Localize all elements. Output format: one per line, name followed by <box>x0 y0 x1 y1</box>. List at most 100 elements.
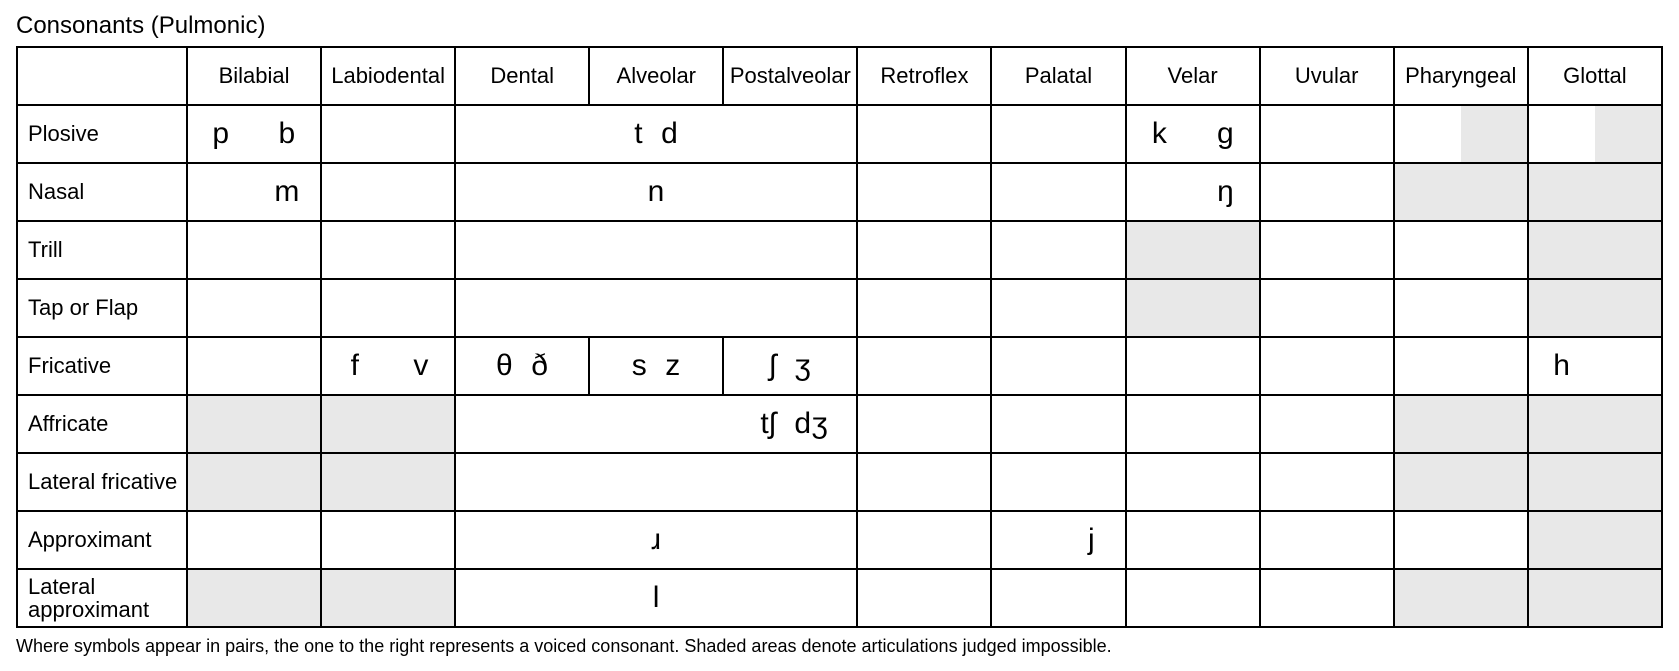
cell-tap-pharyngeal <box>1394 279 1528 337</box>
rowlabel-trill: Trill <box>17 221 187 279</box>
row-fricative: Fricative f v θ ð s z <box>17 337 1662 395</box>
cell-nasal-retroflex <box>857 163 991 221</box>
cell-trill-retroflex <box>857 221 991 279</box>
rowlabel-tap: Tap or Flap <box>17 279 187 337</box>
cell-latapprox-dap: l <box>455 569 857 627</box>
col-retroflex: Retroflex <box>857 47 991 105</box>
row-latapprox: Lateral approximant l <box>17 569 1662 627</box>
cell-approx-palatal: j <box>991 511 1125 569</box>
cell-tap-uvular <box>1260 279 1394 337</box>
col-palatal: Palatal <box>991 47 1125 105</box>
cell-trill-uvular <box>1260 221 1394 279</box>
cell-nasal-dap: n <box>455 163 857 221</box>
corner-blank <box>17 47 187 105</box>
cell-trill-palatal <box>991 221 1125 279</box>
col-velar: Velar <box>1126 47 1260 105</box>
cell-latapprox-uvular <box>1260 569 1394 627</box>
cell-approx-glottal <box>1528 511 1662 569</box>
cell-trill-bilabial <box>187 221 321 279</box>
sym-k: k <box>1152 117 1168 151</box>
cell-latapprox-pharyngeal <box>1394 569 1528 627</box>
cell-plosive-dap: t d <box>455 105 857 163</box>
sym-ezh: ʒ <box>795 349 812 383</box>
cell-latfric-velar <box>1126 453 1260 511</box>
col-bilabial: Bilabial <box>187 47 321 105</box>
cell-fric-retroflex <box>857 337 991 395</box>
cell-nasal-velar: ŋ <box>1126 163 1260 221</box>
footnote: Where symbols appear in pairs, the one t… <box>16 636 1663 657</box>
row-trill: Trill <box>17 221 1662 279</box>
cell-nasal-bilabial: m <box>187 163 321 221</box>
cell-approx-bilabial <box>187 511 321 569</box>
cell-nasal-pharyngeal <box>1394 163 1528 221</box>
cell-latfric-labiodental <box>321 453 455 511</box>
cell-trill-dap <box>455 221 857 279</box>
cell-aff-dap: tʃ dʒ <box>455 395 857 453</box>
table-title: Consonants (Pulmonic) <box>16 12 1663 40</box>
cell-approx-dap: ɹ <box>455 511 857 569</box>
cell-tap-palatal <box>991 279 1125 337</box>
cell-nasal-labiodental <box>321 163 455 221</box>
cell-approx-velar <box>1126 511 1260 569</box>
cell-tap-bilabial <box>187 279 321 337</box>
sym-turned-r: ɹ <box>651 523 662 557</box>
header-row: Bilabial Labiodental Dental Alveolar Pos… <box>17 47 1662 105</box>
cell-plosive-pharyngeal <box>1394 105 1528 163</box>
ipa-consonant-table: Bilabial Labiodental Dental Alveolar Pos… <box>16 46 1663 628</box>
sym-b: b <box>278 117 295 151</box>
cell-nasal-palatal <box>991 163 1125 221</box>
cell-approx-labiodental <box>321 511 455 569</box>
cell-tap-glottal <box>1528 279 1662 337</box>
cell-nasal-glottal <box>1528 163 1662 221</box>
col-alveolar: Alveolar <box>589 47 723 105</box>
row-nasal: Nasal m n ŋ <box>17 163 1662 221</box>
rowlabel-affricate: Affricate <box>17 395 187 453</box>
cell-latapprox-retroflex <box>857 569 991 627</box>
sym-f: f <box>351 349 360 383</box>
sym-esh: ʃ <box>769 349 776 383</box>
cell-latfric-pharyngeal <box>1394 453 1528 511</box>
sym-v: v <box>413 349 429 383</box>
sym-tesh: tʃ <box>760 407 776 441</box>
sym-eth: ð <box>531 349 548 383</box>
cell-fric-uvular <box>1260 337 1394 395</box>
cell-fric-bilabial <box>187 337 321 395</box>
cell-plosive-labiodental <box>321 105 455 163</box>
sym-h: h <box>1553 349 1570 383</box>
cell-fric-palatal <box>991 337 1125 395</box>
cell-trill-labiodental <box>321 221 455 279</box>
cell-plosive-bilabial: p b <box>187 105 321 163</box>
sym-n: n <box>648 175 665 209</box>
cell-latfric-bilabial <box>187 453 321 511</box>
cell-plosive-uvular <box>1260 105 1394 163</box>
cell-approx-uvular <box>1260 511 1394 569</box>
col-uvular: Uvular <box>1260 47 1394 105</box>
cell-latapprox-bilabial <box>187 569 321 627</box>
row-plosive: Plosive p b t d k g <box>17 105 1662 163</box>
row-affricate: Affricate tʃ dʒ <box>17 395 1662 453</box>
cell-tap-velar <box>1126 279 1260 337</box>
col-pharyngeal: Pharyngeal <box>1394 47 1528 105</box>
col-glottal: Glottal <box>1528 47 1662 105</box>
sym-l: l <box>653 581 660 615</box>
cell-plosive-palatal <box>991 105 1125 163</box>
col-dental: Dental <box>455 47 589 105</box>
cell-latapprox-palatal <box>991 569 1125 627</box>
cell-tap-retroflex <box>857 279 991 337</box>
cell-tap-labiodental <box>321 279 455 337</box>
sym-m: m <box>274 175 300 209</box>
cell-tap-dap <box>455 279 857 337</box>
cell-approx-pharyngeal <box>1394 511 1528 569</box>
col-labiodental: Labiodental <box>321 47 455 105</box>
cell-latfric-uvular <box>1260 453 1394 511</box>
sym-g: g <box>1217 117 1234 151</box>
sym-t: t <box>634 117 643 151</box>
cell-latapprox-velar <box>1126 569 1260 627</box>
cell-nasal-uvular <box>1260 163 1394 221</box>
cell-aff-velar <box>1126 395 1260 453</box>
rowlabel-approx: Approximant <box>17 511 187 569</box>
cell-fric-velar <box>1126 337 1260 395</box>
rowlabel-latapprox: Lateral approximant <box>17 569 187 627</box>
cell-plosive-glottal <box>1528 105 1662 163</box>
rowlabel-fricative: Fricative <box>17 337 187 395</box>
